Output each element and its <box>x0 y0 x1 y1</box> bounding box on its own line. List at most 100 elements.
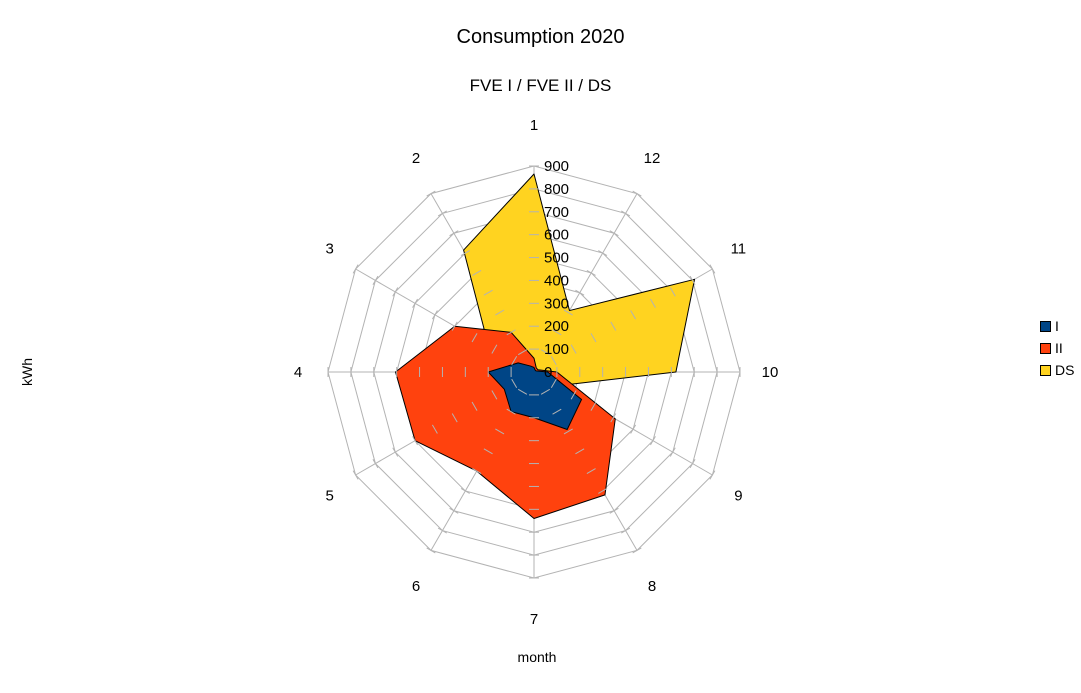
legend-item-i: I <box>1040 315 1074 337</box>
axis-tick-mark <box>483 448 493 455</box>
chart-title: Consumption 2020 <box>456 26 625 48</box>
axis-tick-mark <box>472 468 482 475</box>
axis-tick-mark <box>472 269 482 276</box>
axis-tick-mark <box>575 289 585 296</box>
axis-tick-mark <box>372 275 379 286</box>
axis-tick-mark <box>412 298 418 308</box>
axis-tick-mark <box>650 298 656 308</box>
axis-tick-mark <box>550 378 557 389</box>
axis-tick-mark <box>431 424 438 434</box>
axis-tick-mark <box>709 470 716 480</box>
legend: I II DS <box>1040 315 1074 381</box>
category-label: 11 <box>731 241 747 258</box>
legend-label-ds: DS <box>1055 362 1075 378</box>
axis-tick-mark <box>372 458 379 469</box>
axis-tick-mark <box>511 355 518 366</box>
axis-tick-mark <box>460 488 470 494</box>
legend-swatch-ii <box>1040 342 1051 354</box>
axis-tick-mark <box>570 344 577 354</box>
axis-tick-mark <box>689 275 696 286</box>
axis-tick-mark <box>609 507 619 514</box>
axis-tick-mark <box>590 401 597 411</box>
category-label: 5 <box>325 488 333 505</box>
axis-tick-mark <box>689 458 696 469</box>
x-axis-label: month <box>517 649 557 665</box>
radial-tick-label: 100 <box>544 341 569 358</box>
category-label: 6 <box>412 578 420 595</box>
axis-tick-mark <box>563 309 573 316</box>
radial-tick-label: 500 <box>544 250 569 267</box>
axis-tick-mark <box>540 349 551 356</box>
axis-tick-mark <box>426 190 436 197</box>
radial-tick-label: 600 <box>544 227 569 244</box>
axis-tick-mark <box>352 264 359 274</box>
radial-tick-label: 700 <box>544 204 569 221</box>
axis-tick-mark <box>552 408 562 415</box>
category-label: 12 <box>644 150 661 167</box>
legend-label-i: I <box>1055 318 1059 334</box>
axis-tick-mark <box>610 413 617 423</box>
axis-tick-mark <box>570 390 577 400</box>
axis-tick-mark <box>511 378 518 389</box>
axis-tick-mark <box>412 436 418 446</box>
axis-tick-mark <box>517 349 528 356</box>
axis-tick-mark <box>620 527 631 534</box>
axis-tick-mark <box>495 428 505 435</box>
category-label: 10 <box>762 364 779 381</box>
axis-tick-mark <box>586 269 596 276</box>
axis-tick-mark <box>632 547 642 554</box>
axis-tick-mark <box>563 428 573 435</box>
radial-tick-label: 300 <box>544 295 569 312</box>
category-label: 1 <box>530 117 538 134</box>
axis-tick-mark <box>575 448 585 455</box>
axis-tick-mark <box>630 310 637 320</box>
axis-tick-mark <box>506 329 516 336</box>
axis-tick-mark <box>431 310 438 320</box>
axis-tick-mark <box>460 250 470 256</box>
category-label: 2 <box>412 150 420 167</box>
axis-tick-mark <box>632 190 642 197</box>
axis-tick-mark <box>352 470 359 480</box>
axis-tick-mark <box>598 250 608 256</box>
axis-tick-mark <box>426 547 436 554</box>
axis-tick-mark <box>650 436 656 446</box>
axis-tick-mark <box>451 321 458 331</box>
legend-item-ds: DS <box>1040 359 1074 381</box>
axis-tick-mark <box>451 413 458 423</box>
legend-label-ii: II <box>1055 340 1063 356</box>
axis-tick-mark <box>483 289 493 296</box>
radial-tick-label: 200 <box>544 318 569 335</box>
legend-item-ii: II <box>1040 337 1074 359</box>
axis-tick-mark <box>552 329 562 336</box>
category-label: 4 <box>294 364 302 381</box>
axis-tick-mark <box>471 401 478 411</box>
category-label: 7 <box>530 611 538 628</box>
axis-tick-mark <box>709 264 716 274</box>
y-axis-label: kWh <box>19 358 35 386</box>
axis-tick-mark <box>598 488 608 494</box>
axis-tick-mark <box>449 507 459 514</box>
radial-tick-label: 800 <box>544 181 569 198</box>
axis-tick-mark <box>590 333 597 343</box>
axis-tick-mark <box>517 388 528 395</box>
axis-tick-mark <box>471 333 478 343</box>
axis-tick-mark <box>437 527 448 534</box>
chart-subtitle: FVE I / FVE II / DS <box>469 76 612 95</box>
axis-tick-mark <box>491 390 498 400</box>
axis-tick-mark <box>620 210 631 217</box>
axis-tick-mark <box>437 210 448 217</box>
axis-tick-mark <box>550 355 557 366</box>
axis-tick-mark <box>669 447 676 457</box>
legend-swatch-ds <box>1040 364 1051 376</box>
radial-tick-label: 900 <box>544 158 569 175</box>
category-label: 8 <box>648 578 656 595</box>
legend-swatch-i <box>1040 320 1051 332</box>
axis-tick-mark <box>491 344 498 354</box>
axis-tick-mark <box>392 447 399 457</box>
category-label: 3 <box>325 241 333 258</box>
axis-tick-mark <box>495 309 505 316</box>
category-label: 9 <box>734 488 742 505</box>
axis-tick-mark <box>392 287 399 297</box>
radial-tick-label: 400 <box>544 272 569 289</box>
